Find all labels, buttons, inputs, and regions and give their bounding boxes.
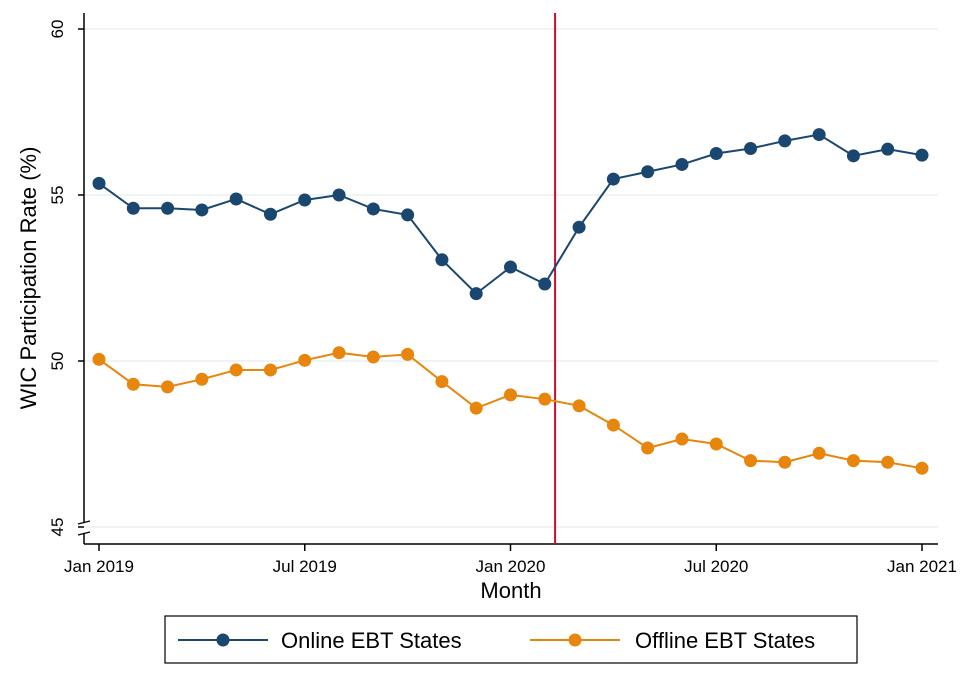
- x-tick-label: Jan 2021: [887, 557, 957, 576]
- y-tick-label: 60: [48, 20, 67, 39]
- data-point: [298, 354, 311, 367]
- data-point: [607, 419, 620, 432]
- data-point: [813, 128, 826, 141]
- legend: Online EBT States Offline EBT States: [165, 616, 857, 663]
- x-ticks: Jan 2019 Jul 2019 Jan 2020 Jul 2020 Jan 2021: [64, 544, 957, 576]
- data-point: [675, 433, 688, 446]
- data-point: [367, 202, 380, 215]
- data-point: [744, 142, 757, 155]
- y-tick-label: 50: [48, 352, 67, 371]
- y-tick-label: 55: [48, 186, 67, 205]
- data-point: [573, 399, 586, 412]
- data-point: [847, 454, 860, 467]
- data-point: [710, 438, 723, 451]
- data-point: [573, 221, 586, 234]
- data-point: [538, 393, 551, 406]
- data-point: [881, 456, 894, 469]
- data-point: [813, 447, 826, 460]
- axes: [78, 13, 938, 544]
- legend-swatch-marker: [569, 634, 582, 647]
- data-point: [401, 208, 414, 221]
- data-point: [127, 378, 140, 391]
- legend-label-online: Online EBT States: [281, 628, 462, 653]
- series-layer: [93, 128, 929, 475]
- data-point: [470, 402, 483, 415]
- data-point: [161, 380, 174, 393]
- series-offline: [93, 346, 929, 475]
- data-point: [881, 143, 894, 156]
- data-point: [230, 363, 243, 376]
- data-point: [607, 173, 620, 186]
- grid-lines: [85, 29, 938, 527]
- series-online: [93, 128, 929, 300]
- data-point: [504, 388, 517, 401]
- data-point: [93, 177, 106, 190]
- data-point: [127, 202, 140, 215]
- data-point: [916, 149, 929, 162]
- y-axis-title: WIC Participation Rate (%): [16, 147, 41, 410]
- data-point: [367, 351, 380, 364]
- y-tick-label: 45: [48, 518, 67, 537]
- data-point: [195, 203, 208, 216]
- x-tick-label: Jan 2020: [476, 557, 546, 576]
- x-tick-label: Jan 2019: [64, 557, 134, 576]
- data-point: [264, 363, 277, 376]
- data-point: [470, 287, 483, 300]
- data-point: [161, 202, 174, 215]
- chart: 45 50 55 60 Jan 2019 Jul 2019 Jan 2020 Jul 202…: [0, 0, 960, 683]
- data-point: [538, 277, 551, 290]
- data-point: [401, 348, 414, 361]
- x-tick-label: Jul 2020: [684, 557, 748, 576]
- data-point: [778, 134, 791, 147]
- data-point: [847, 149, 860, 162]
- data-point: [264, 208, 277, 221]
- legend-swatch-marker: [217, 634, 230, 647]
- series-line: [99, 353, 922, 469]
- data-point: [333, 346, 346, 359]
- x-tick-label: Jul 2019: [273, 557, 337, 576]
- legend-label-offline: Offline EBT States: [635, 628, 815, 653]
- data-point: [710, 147, 723, 160]
- data-point: [744, 454, 757, 467]
- data-point: [435, 253, 448, 266]
- x-axis-title: Month: [480, 578, 541, 603]
- data-point: [916, 462, 929, 475]
- data-point: [333, 189, 346, 202]
- data-point: [675, 158, 688, 171]
- data-point: [195, 373, 208, 386]
- data-point: [298, 193, 311, 206]
- y-ticks: 45 50 55 60: [48, 20, 84, 537]
- data-point: [435, 375, 448, 388]
- data-point: [504, 261, 517, 274]
- data-point: [778, 456, 791, 469]
- data-point: [641, 441, 654, 454]
- data-point: [641, 165, 654, 178]
- data-point: [230, 192, 243, 205]
- data-point: [93, 353, 106, 366]
